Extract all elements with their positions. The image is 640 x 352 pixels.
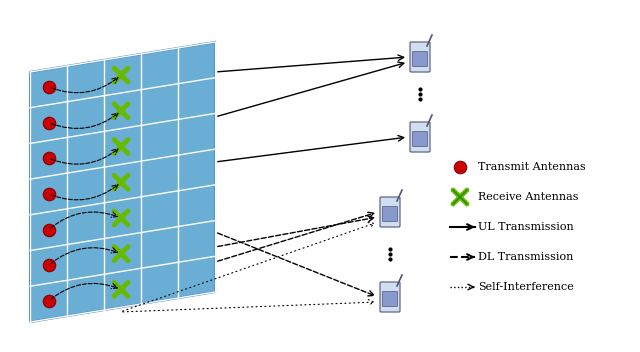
FancyBboxPatch shape xyxy=(413,132,428,146)
FancyBboxPatch shape xyxy=(410,42,430,72)
Text: Transmit Antennas: Transmit Antennas xyxy=(478,162,586,172)
FancyBboxPatch shape xyxy=(383,207,397,221)
FancyBboxPatch shape xyxy=(380,282,400,312)
Text: UL Transmission: UL Transmission xyxy=(478,222,573,232)
Text: Receive Antennas: Receive Antennas xyxy=(478,192,579,202)
FancyBboxPatch shape xyxy=(410,122,430,152)
FancyBboxPatch shape xyxy=(383,291,397,307)
Text: DL Transmission: DL Transmission xyxy=(478,252,573,262)
FancyBboxPatch shape xyxy=(380,197,400,227)
Polygon shape xyxy=(30,42,215,322)
Text: Self-Interference: Self-Interference xyxy=(478,282,573,292)
FancyBboxPatch shape xyxy=(413,51,428,67)
